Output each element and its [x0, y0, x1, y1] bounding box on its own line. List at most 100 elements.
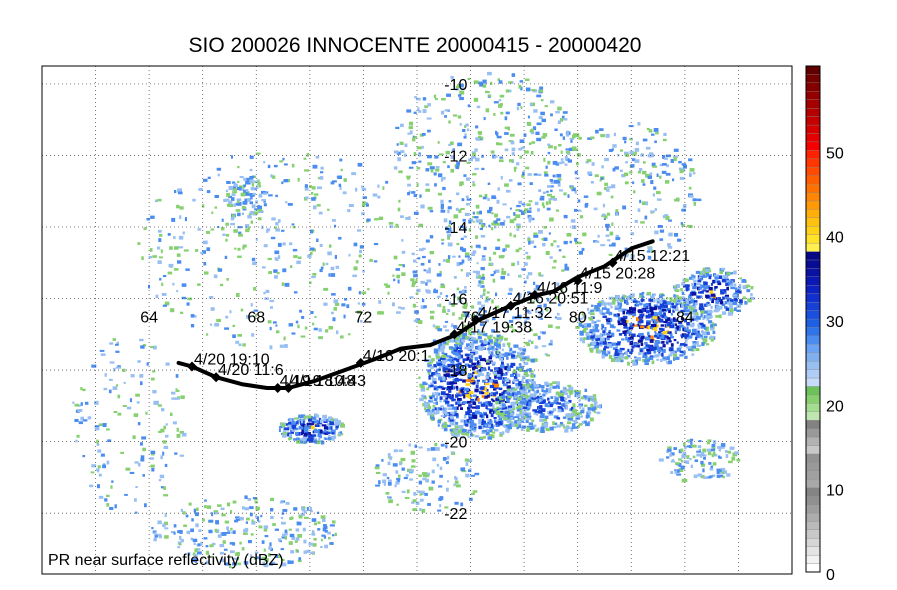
rain-cell — [713, 323, 717, 327]
rain-cell — [393, 166, 398, 170]
rain-cell — [747, 298, 752, 303]
rain-cell — [686, 455, 690, 459]
rain-cell — [449, 141, 454, 146]
rain-cell — [636, 334, 641, 337]
rain-cell — [681, 478, 686, 483]
rain-cell — [676, 341, 679, 344]
rain-cell — [518, 383, 522, 387]
rain-cell — [563, 401, 568, 405]
rain-cell — [526, 275, 529, 280]
rain-cell — [634, 148, 640, 152]
rain-cell — [730, 286, 736, 290]
rain-cell — [527, 173, 532, 176]
rain-cell — [488, 420, 493, 424]
rain-cell — [711, 454, 714, 458]
rain-cell — [675, 197, 680, 202]
rain-cell — [468, 359, 473, 363]
rain-cell — [343, 314, 346, 319]
rain-cell — [539, 197, 545, 201]
rain-cell — [445, 312, 449, 315]
rain-cell — [462, 306, 468, 309]
rain-cell — [709, 327, 714, 331]
rain-cell — [235, 340, 240, 344]
rain-cell — [537, 427, 540, 432]
rain-cell — [474, 388, 479, 393]
rain-cell — [487, 366, 491, 371]
rain-cell — [642, 354, 645, 358]
rain-cell — [637, 344, 640, 348]
rain-cell — [672, 353, 678, 357]
rain-cell — [657, 332, 660, 337]
rain-cell — [476, 137, 481, 141]
rain-cell — [459, 181, 464, 186]
rain-cell — [175, 374, 179, 378]
rain-cell — [511, 262, 515, 267]
rain-cell — [471, 362, 476, 366]
rain-cell — [593, 207, 598, 211]
rain-cell — [440, 443, 445, 447]
rain-cell — [289, 560, 294, 564]
rain-cell — [333, 307, 337, 311]
rain-cell — [702, 274, 706, 278]
rain-cell — [547, 390, 552, 394]
rain-cell — [427, 103, 431, 107]
rain-cell — [628, 297, 632, 300]
rain-cell — [679, 354, 684, 357]
rain-cell — [528, 200, 533, 203]
rain-cell — [689, 438, 694, 441]
rain-cell — [544, 105, 548, 108]
rain-cell — [484, 299, 489, 303]
rain-cell — [688, 186, 692, 190]
rain-cell — [249, 554, 253, 558]
rain-cell — [155, 294, 159, 299]
rain-cell — [698, 440, 702, 443]
rain-cell — [413, 194, 417, 198]
rain-cell — [313, 538, 317, 541]
rain-cell — [239, 176, 244, 179]
rain-cell — [263, 203, 267, 207]
rain-cell — [428, 259, 431, 263]
rain-cell — [419, 383, 424, 388]
rain-cell — [104, 373, 107, 377]
rain-cell — [444, 109, 449, 112]
rain-cell — [179, 206, 184, 210]
rain-cell — [520, 86, 523, 91]
rain-cell — [164, 301, 170, 306]
rain-cell — [411, 501, 415, 504]
rain-cell — [640, 325, 645, 329]
rain-cell — [275, 554, 280, 559]
rain-cell — [648, 356, 654, 360]
rain-cell — [554, 128, 558, 131]
rain-cell — [714, 308, 720, 312]
rain-cell — [700, 284, 706, 289]
rain-cell — [636, 357, 642, 361]
rain-cell — [584, 404, 588, 407]
rain-cell — [412, 499, 417, 503]
rain-cell — [269, 542, 272, 546]
rain-cell — [579, 337, 583, 342]
rain-cell — [585, 415, 590, 418]
rain-cell — [419, 248, 424, 252]
rain-cell — [491, 345, 495, 349]
rain-cell — [652, 316, 658, 320]
rain-cell — [502, 403, 506, 407]
rain-cell — [171, 391, 176, 395]
rain-cell — [316, 238, 319, 242]
rain-cell — [254, 313, 257, 317]
rain-cell — [100, 353, 106, 356]
colorbar-cell — [805, 344, 821, 353]
rain-cell — [531, 419, 535, 422]
rain-cell — [606, 308, 610, 312]
rain-cell — [559, 133, 563, 137]
rain-cell — [192, 558, 198, 563]
rain-cell — [649, 306, 653, 311]
rain-cell — [608, 149, 613, 152]
rain-cell — [404, 496, 410, 499]
rain-cell — [441, 426, 444, 429]
rain-cell — [439, 292, 443, 295]
rain-cell — [540, 99, 544, 102]
rain-cell — [268, 271, 272, 275]
rain-cell — [420, 388, 426, 392]
rain-cell — [498, 407, 502, 410]
rain-cell — [662, 344, 666, 348]
